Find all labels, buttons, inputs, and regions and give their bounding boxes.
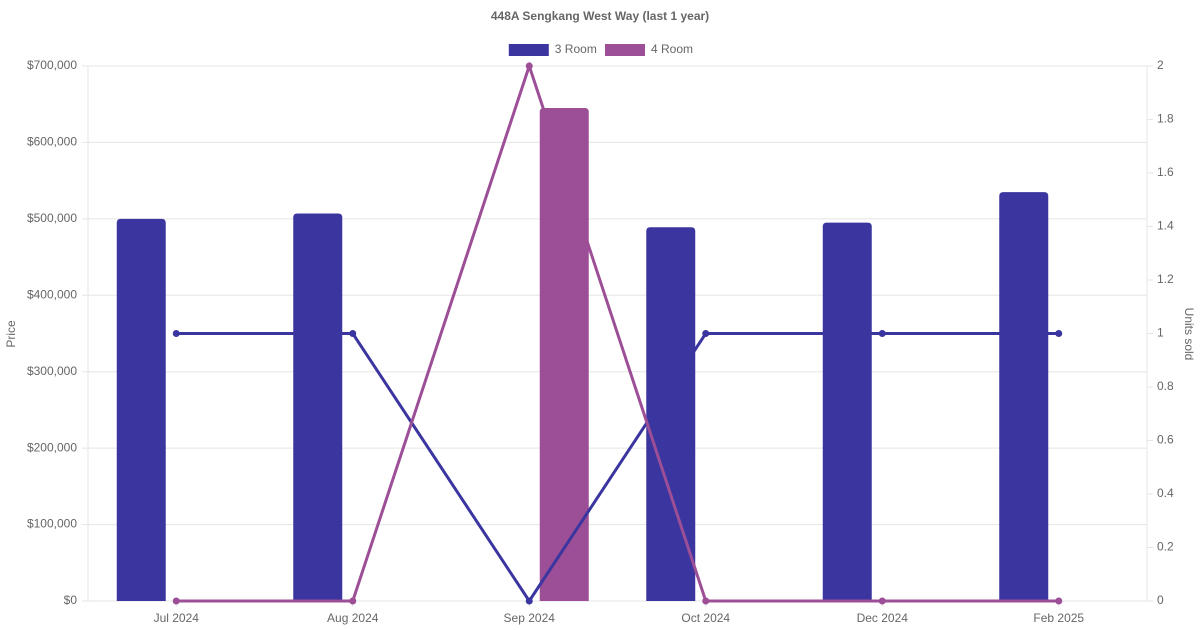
x-tick-label: Dec 2024 bbox=[857, 611, 909, 625]
legend-swatch bbox=[605, 44, 645, 56]
y2-tick-label: 0.4 bbox=[1157, 486, 1174, 500]
y2-tick-label: 1.4 bbox=[1157, 219, 1174, 233]
units-point bbox=[525, 597, 533, 605]
y2-tick-label: 0.6 bbox=[1157, 433, 1174, 447]
y2-tick-label: 2 bbox=[1157, 58, 1164, 72]
units-point bbox=[172, 330, 180, 337]
bar bbox=[293, 213, 343, 601]
y-tick-label: $400,000 bbox=[27, 287, 77, 301]
bar bbox=[822, 222, 872, 601]
units-line bbox=[176, 332, 1059, 604]
legend-swatch bbox=[508, 44, 549, 56]
units-line bbox=[176, 61, 1059, 603]
y-tick-label: $100,000 bbox=[27, 517, 77, 531]
units-point bbox=[1055, 330, 1063, 337]
chart-title: 448A Sengkang West Way (last 1 year) bbox=[491, 9, 709, 23]
y2-tick-label: 0 bbox=[1157, 593, 1164, 607]
y2-tick-label: 1.2 bbox=[1157, 272, 1174, 286]
x-tick-label: Feb 2025 bbox=[1033, 611, 1084, 625]
y-tick-label: $700,000 bbox=[27, 58, 77, 72]
x-tick-label: Jul 2024 bbox=[154, 611, 200, 625]
units-point bbox=[878, 597, 886, 605]
bar bbox=[646, 227, 696, 601]
units-point bbox=[349, 597, 357, 605]
y2-tick-label: 0.8 bbox=[1157, 379, 1174, 393]
y-tick-label: $300,000 bbox=[27, 364, 77, 378]
y2-tick-label: 1.8 bbox=[1157, 112, 1174, 126]
x-tick-label: Oct 2024 bbox=[681, 611, 730, 625]
units-point bbox=[172, 597, 180, 605]
y2-tick-label: 1.6 bbox=[1157, 165, 1174, 179]
y-tick-label: $200,000 bbox=[27, 440, 77, 454]
x-tick-label: Sep 2024 bbox=[504, 611, 556, 625]
units-point bbox=[349, 330, 357, 337]
bar bbox=[116, 218, 166, 601]
units-point bbox=[525, 62, 533, 70]
units-point bbox=[702, 597, 710, 605]
y2-axis-title: Units sold bbox=[1182, 308, 1196, 361]
legend-label: 4 Room bbox=[651, 42, 693, 56]
y2-tick-label: 1 bbox=[1157, 326, 1164, 340]
legend-label: 3 Room bbox=[555, 42, 597, 56]
units-point bbox=[878, 330, 886, 337]
bar bbox=[539, 108, 589, 602]
units-point bbox=[1055, 597, 1063, 605]
x-tick-label: Aug 2024 bbox=[327, 611, 379, 625]
bar bbox=[999, 192, 1049, 601]
y2-tick-label: 0.2 bbox=[1157, 540, 1174, 554]
y-tick-label: $0 bbox=[64, 593, 78, 607]
units-point bbox=[702, 330, 710, 337]
y-axis-title: Price bbox=[4, 320, 18, 348]
y-tick-label: $600,000 bbox=[27, 135, 77, 149]
y-tick-label: $500,000 bbox=[27, 211, 77, 225]
